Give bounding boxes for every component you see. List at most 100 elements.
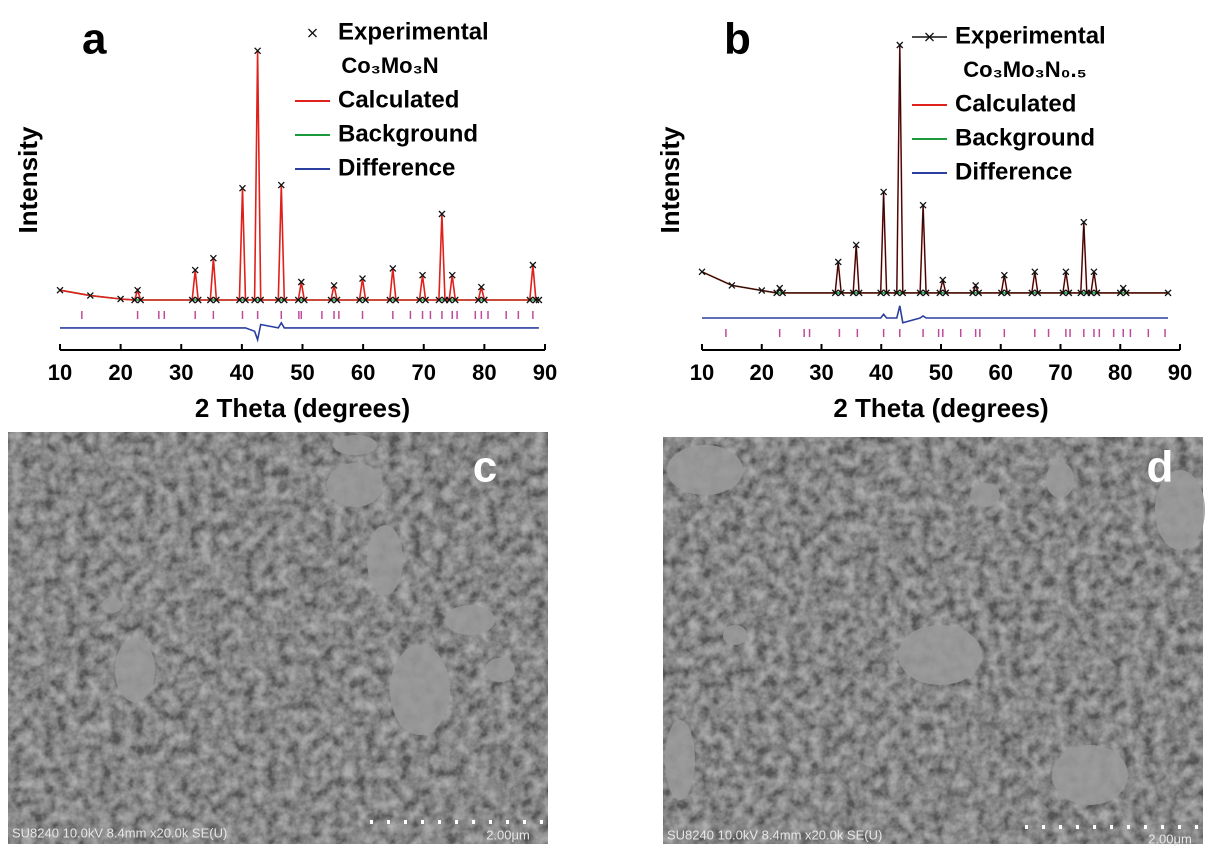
x-tick-label: 90 <box>533 360 557 385</box>
data-marker <box>235 296 243 304</box>
panel-label: d <box>1147 443 1174 492</box>
data-marker <box>389 264 397 272</box>
data-marker <box>333 296 341 304</box>
data-marker <box>86 292 94 300</box>
data-marker <box>356 296 363 304</box>
data-marker <box>1087 289 1095 297</box>
data-marker <box>936 289 944 297</box>
data-marker <box>942 289 950 297</box>
x-axis-label: 2 Theta (degrees) <box>195 393 410 423</box>
data-marker <box>239 184 246 192</box>
data-marker <box>297 278 305 286</box>
x-tick-label: 70 <box>412 360 436 385</box>
x-tick-label: 20 <box>750 360 774 385</box>
data-marker <box>997 289 1005 297</box>
image-info: SU8240 10.0kV 8.4mm x20.0k SE(U) <box>12 825 227 840</box>
x-tick-label: 10 <box>48 360 72 385</box>
x-tick-label: 40 <box>230 360 254 385</box>
data-marker <box>975 289 983 297</box>
data-marker <box>1077 289 1085 297</box>
series-line <box>60 321 539 343</box>
x-tick-label: 80 <box>1108 360 1132 385</box>
x-tick-label: 40 <box>869 360 893 385</box>
legend-label: Background <box>955 124 1095 151</box>
data-marker <box>1059 289 1067 297</box>
data-marker <box>254 47 262 55</box>
legend-label: Background <box>338 120 478 147</box>
legend-label: Experimental <box>955 22 1106 49</box>
data-marker <box>1122 289 1130 297</box>
data-marker <box>212 296 220 304</box>
data-marker <box>919 201 927 209</box>
panel-label: c <box>473 443 497 492</box>
data-marker <box>1065 289 1073 297</box>
data-marker <box>899 289 907 297</box>
legend-sample: Co₃Mo₃N <box>341 53 438 78</box>
data-marker <box>419 271 426 279</box>
data-marker <box>362 296 370 304</box>
data-marker <box>294 296 302 304</box>
series-line <box>701 44 1168 294</box>
data-marker <box>451 296 459 304</box>
data-marker <box>1116 289 1124 297</box>
sem-image: d SU8240 10.0kV 8.4mm x20.0k SE(U) 2.00μ… <box>663 437 1205 846</box>
data-marker <box>131 296 139 304</box>
legend-label: Difference <box>338 154 455 181</box>
x-tick-label: 60 <box>989 360 1013 385</box>
panel-label: a <box>82 15 107 64</box>
data-marker <box>477 283 485 291</box>
data-marker <box>532 296 540 304</box>
data-marker <box>883 289 891 297</box>
data-marker <box>834 258 842 266</box>
series-line <box>701 44 1168 294</box>
data-marker <box>896 41 904 49</box>
data-marker <box>526 296 534 304</box>
particles <box>665 445 1205 805</box>
data-marker <box>194 296 202 304</box>
data-marker <box>134 286 142 294</box>
data-marker <box>877 289 885 297</box>
data-marker <box>1119 284 1127 292</box>
x-tick-label: 90 <box>1168 360 1192 385</box>
data-marker <box>1080 218 1088 226</box>
data-marker <box>257 296 265 304</box>
data-marker <box>480 296 488 304</box>
data-marker <box>849 289 857 297</box>
data-marker <box>779 289 787 297</box>
scale-label: 2.00μm <box>1148 831 1192 846</box>
data-marker <box>448 271 456 279</box>
panel-label: b <box>724 15 751 64</box>
y-axis-label: Intensity <box>655 126 685 233</box>
data-marker <box>327 296 335 304</box>
data-marker <box>1003 289 1011 297</box>
series-line <box>59 50 539 301</box>
data-marker <box>831 289 839 297</box>
legend-label: Difference <box>955 158 1072 185</box>
data-marker <box>916 289 924 297</box>
sem-background <box>8 432 548 844</box>
data-marker <box>922 289 930 297</box>
data-marker <box>392 296 400 304</box>
data-marker <box>251 296 259 304</box>
data-marker <box>416 296 423 304</box>
data-marker <box>209 254 217 262</box>
legend-swatch <box>308 28 317 38</box>
data-marker <box>137 296 145 304</box>
data-marker <box>274 296 282 304</box>
y-axis-label: Intensity <box>13 126 43 233</box>
legend-label: Calculated <box>338 86 459 113</box>
data-marker <box>969 289 977 297</box>
particles <box>102 435 515 735</box>
x-tick-label: 30 <box>169 360 193 385</box>
data-marker <box>330 281 338 289</box>
x-tick-label: 50 <box>929 360 953 385</box>
data-marker <box>972 281 980 289</box>
data-marker <box>535 296 543 304</box>
x-tick-label: 30 <box>809 360 833 385</box>
legend-sample: Co₃Mo₃N₀.₅ <box>963 57 1086 82</box>
data-marker <box>1164 289 1172 297</box>
data-marker <box>893 289 901 297</box>
data-marker <box>188 296 196 304</box>
data-marker <box>435 296 443 304</box>
data-marker <box>1093 289 1101 297</box>
